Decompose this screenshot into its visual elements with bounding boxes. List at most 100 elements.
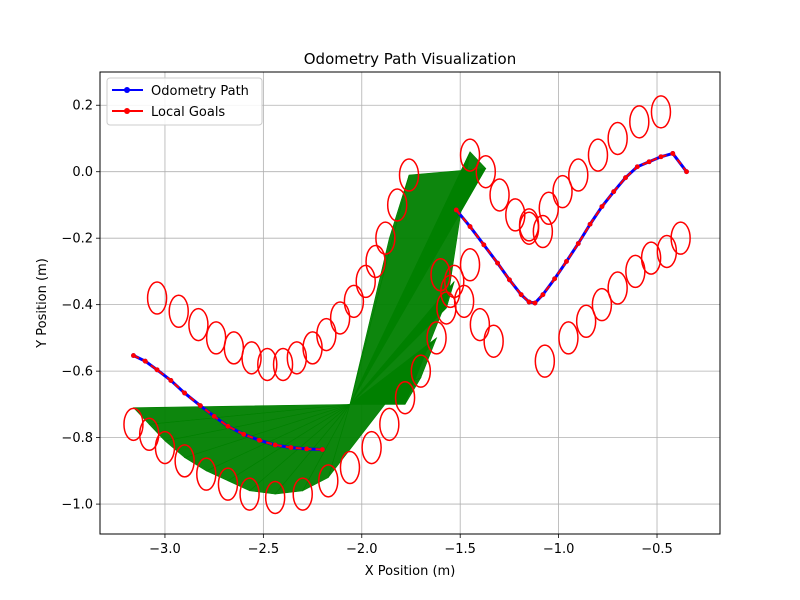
goal-ellipse (329, 301, 351, 335)
goal-ellipse (146, 281, 168, 315)
goal-ellipse (264, 480, 286, 515)
local-goal-point (142, 358, 148, 364)
local-goal-point (526, 299, 532, 305)
x-axis-label: X Position (m) (365, 564, 456, 579)
x-tick-label: −3.0 (149, 542, 181, 557)
goal-ellipse (365, 244, 386, 279)
local-goal-point (453, 207, 459, 213)
goal-ellipse (483, 324, 504, 358)
goal-ellipse (568, 158, 589, 192)
goal-ellipse (257, 347, 278, 382)
goal-ellipse (361, 430, 382, 465)
series-layer (131, 151, 689, 452)
local-goal-point (154, 367, 160, 373)
legend-marker-local-goals (124, 108, 130, 114)
goal-ellipse (587, 138, 609, 172)
goal-ellipse (375, 221, 396, 255)
goal-ellipse (475, 154, 497, 189)
goal-ellipse (154, 430, 176, 465)
goal-ellipse (386, 188, 408, 222)
goal-ellipse (241, 341, 262, 375)
plot-area (100, 72, 720, 534)
goal-ellipse (123, 407, 144, 442)
goal-ellipse (532, 214, 554, 249)
goal-ellipse (538, 191, 560, 226)
local-goals-line (133, 354, 323, 451)
ellipse-layer (123, 95, 691, 515)
local-goal-point (587, 221, 593, 227)
local-goal-point (197, 403, 203, 409)
goal-ellipse (272, 347, 294, 382)
goal-ellipse (318, 464, 339, 498)
goal-ellipse (286, 341, 308, 375)
goal-ellipse (239, 477, 260, 511)
local-goal-point (575, 241, 581, 246)
local-goal-point (225, 423, 231, 429)
goal-ellipse (339, 450, 361, 485)
goal-ellipse (670, 221, 691, 255)
goal-ellipse (459, 138, 481, 172)
local-goal-point (272, 442, 278, 448)
x-tick-label: −1.5 (444, 542, 476, 557)
goal-ellipse (440, 274, 461, 309)
goal-ellipse (575, 304, 597, 339)
goal-ellipse (552, 174, 573, 209)
y-tick-label: 0.2 (72, 99, 93, 114)
goal-ellipse (489, 178, 510, 212)
goal-ellipse (591, 287, 613, 322)
goal-ellipse (629, 105, 650, 139)
goal-ellipse (343, 284, 365, 319)
goal-ellipse (426, 321, 447, 355)
y-tick-label: −0.8 (61, 431, 93, 446)
legend-label-local-goals: Local Goals (151, 105, 225, 120)
local-goal-point (495, 260, 500, 266)
local-goal-point (684, 169, 689, 175)
local-goal-point (552, 276, 558, 282)
local-goal-point (564, 259, 569, 264)
axes-frame (99, 71, 721, 535)
y-tick-label: −0.2 (61, 232, 93, 247)
goal-ellipse (558, 321, 579, 355)
goal-ellipse (302, 331, 323, 365)
x-tick-label: −1.0 (543, 542, 575, 557)
local-goal-point (623, 175, 628, 181)
y-tick-label: −1.0 (61, 498, 93, 513)
legend-box (106, 77, 263, 126)
local-goal-point (288, 445, 294, 450)
x-tick-label: −0.5 (641, 542, 673, 557)
legend: Odometry Path Local Goals (106, 77, 263, 126)
local-goal-point (481, 242, 487, 248)
goal-ellipse (174, 444, 195, 478)
legend-label-odometry: Odometry Path (151, 84, 249, 99)
goal-ellipse (394, 380, 416, 415)
goal-ellipse (196, 457, 217, 491)
local-goal-point (320, 447, 325, 452)
legend-marker-odometry (124, 87, 130, 93)
local-goal-point (532, 300, 538, 306)
local-goal-point (168, 378, 174, 383)
local-goal-point (658, 154, 664, 160)
goal-ellipse (188, 307, 209, 342)
y-tick-label: −0.4 (61, 298, 93, 313)
local-goal-point (634, 164, 640, 170)
chart-title: Odometry Path Visualization (304, 50, 517, 68)
x-tick-label: −2.0 (346, 542, 378, 557)
local-goal-point (211, 413, 217, 419)
y-axis-ticks: −1.0 −0.8 −0.6 −0.4 −0.2 0.0 0.2 (61, 99, 100, 513)
local-goal-point (599, 204, 605, 210)
x-axis-ticks: −3.0 −2.5 −2.0 −1.5 −1.0 −0.5 (149, 534, 673, 557)
goal-ellipse (650, 95, 672, 129)
goal-ellipse (168, 294, 189, 329)
y-tick-label: −0.6 (61, 365, 93, 380)
local-goal-point (518, 292, 524, 298)
goal-ellipse (607, 121, 628, 156)
goal-ellipse (410, 354, 432, 388)
local-goal-point (241, 431, 247, 437)
goal-ellipse (469, 307, 491, 342)
local-goal-point (304, 446, 310, 452)
goal-ellipse (534, 344, 556, 378)
goal-ellipse (518, 208, 540, 242)
goal-ellipse (505, 198, 526, 232)
local-goal-point (611, 189, 617, 195)
